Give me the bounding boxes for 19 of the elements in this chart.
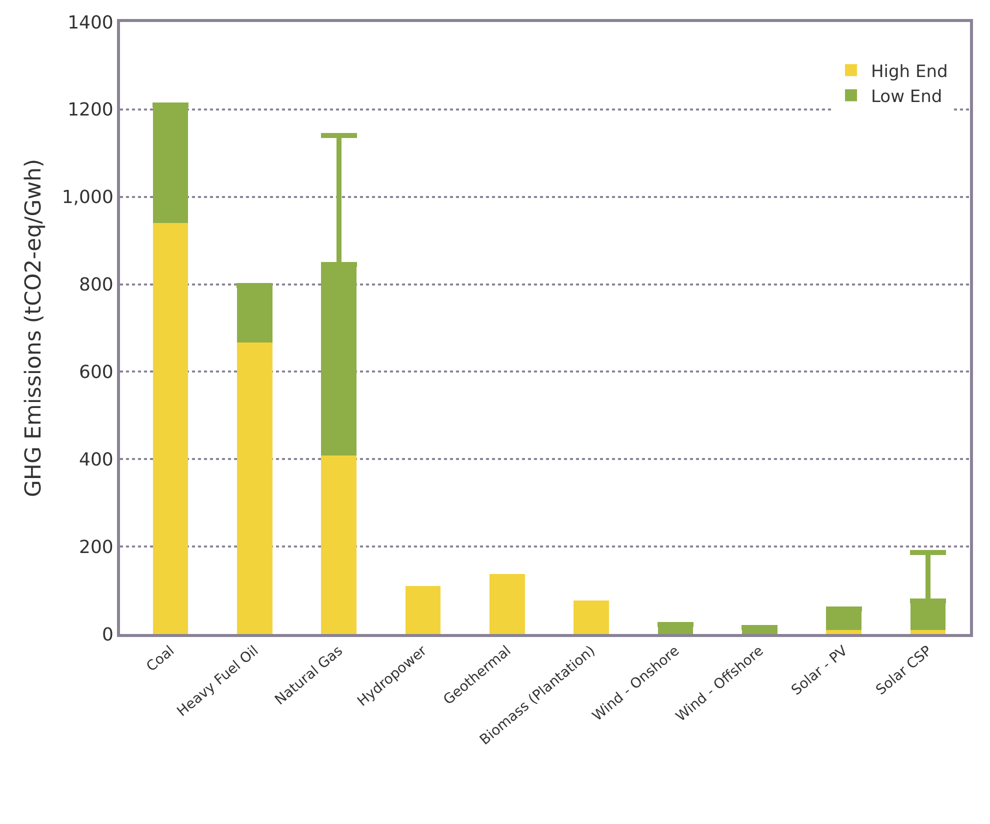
bar	[826, 630, 862, 634]
bar	[489, 574, 525, 634]
y-tick-label: 1,000	[62, 187, 114, 208]
bar	[152, 223, 188, 634]
legend-label: Low End	[871, 86, 942, 107]
bar	[910, 630, 946, 634]
y-tick-label: 800	[79, 274, 114, 296]
y-tick-label: 600	[79, 362, 114, 384]
bar	[236, 342, 272, 634]
bar	[574, 600, 609, 634]
bar	[321, 456, 356, 634]
y-tick-label: 400	[79, 449, 114, 470]
y-tick-label: 1200	[68, 100, 114, 121]
y-tick-label: 1400	[68, 12, 114, 34]
y-tick-label: 200	[79, 536, 114, 558]
legend-label: High End	[871, 62, 948, 82]
bar	[405, 586, 441, 634]
y-axis-title: GHG Emissions (tCO2-eq/Gwh)	[22, 158, 47, 498]
y-tick-label: 0	[102, 624, 114, 646]
